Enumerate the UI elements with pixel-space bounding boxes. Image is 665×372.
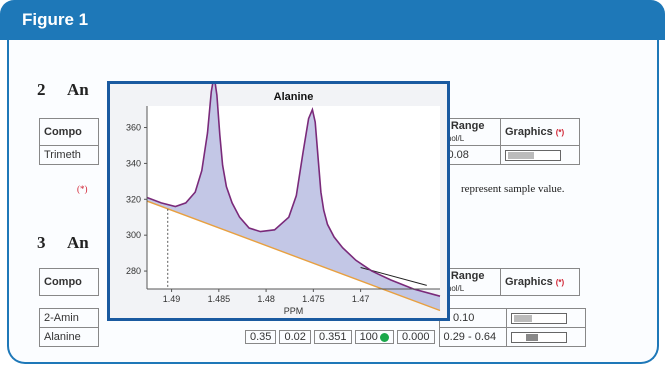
table1-header-compound: Compo: [39, 118, 99, 146]
value-cell: 0.02: [279, 330, 311, 344]
y-tick-label: 340: [126, 158, 141, 168]
value-cell: 100: [354, 330, 394, 344]
table2-header-compound: Compo: [39, 268, 99, 296]
table2-row-range: < 0.10: [438, 308, 507, 328]
table2-row-range: 0.29 - 0.64: [438, 327, 507, 347]
chart-title: Alanine: [274, 91, 314, 103]
x-tick-label: 1.47: [352, 294, 370, 304]
value-cell: 0.000: [396, 330, 435, 344]
range-bar: [510, 331, 567, 343]
table1-row-name: Trimeth: [39, 145, 99, 165]
y-tick-label: 280: [126, 266, 141, 276]
table1-header-graphics: Graphics (*): [500, 118, 580, 146]
table1-note-prefix: (*): [77, 184, 88, 194]
x-tick-label: 1.48: [257, 294, 275, 304]
x-tick-label: 1.475: [302, 294, 325, 304]
section-3-title: An: [67, 233, 89, 252]
x-tick-label: 1.49: [163, 294, 181, 304]
x-tick-label: 1.485: [208, 294, 231, 304]
table1-row-graphic: [500, 145, 580, 165]
spectrum-chart: Alanine 280 300 320 340 360 1.49 1.485 1.48 1.475…: [126, 84, 441, 316]
value-cell: 0.351: [313, 330, 352, 344]
y-tick-label: 300: [126, 230, 141, 240]
x-axis-label: PPM: [284, 306, 304, 316]
spectrum-line: [146, 84, 441, 297]
figure-title: Figure 1: [22, 10, 89, 29]
status-dot-icon: [379, 332, 389, 342]
range-bar: [505, 149, 561, 161]
section-2-number: 2: [37, 80, 46, 99]
section-3-number: 3: [37, 233, 46, 252]
table1-note: represent sample value.: [461, 183, 565, 195]
table2-row-name: Alanine: [39, 327, 99, 347]
baseline-line: [146, 200, 441, 312]
value-cell: 0.35: [245, 330, 277, 344]
figure-title-bar: Figure 1: [0, 0, 665, 40]
table-row: 2-Amin < 0.10: [39, 308, 586, 328]
table2-row-name: 2-Amin: [39, 308, 99, 328]
y-tick-label: 320: [126, 194, 141, 204]
spectrum-popup[interactable]: Alanine 280 300 320 340 360 1.49 1.485 1.48 1.475…: [107, 81, 450, 321]
section-2-title: An: [67, 80, 89, 99]
report-table-2-rows: 2-Amin < 0.10 Alanine 0.35 0.02 0.351 10…: [39, 308, 586, 347]
range-bar: [510, 312, 567, 324]
table-row: Alanine 0.35 0.02 0.351 100 0.000 0.29 -…: [39, 327, 586, 347]
y-tick-label: 360: [126, 123, 141, 133]
table2-header-graphics: Graphics (*): [500, 268, 580, 296]
